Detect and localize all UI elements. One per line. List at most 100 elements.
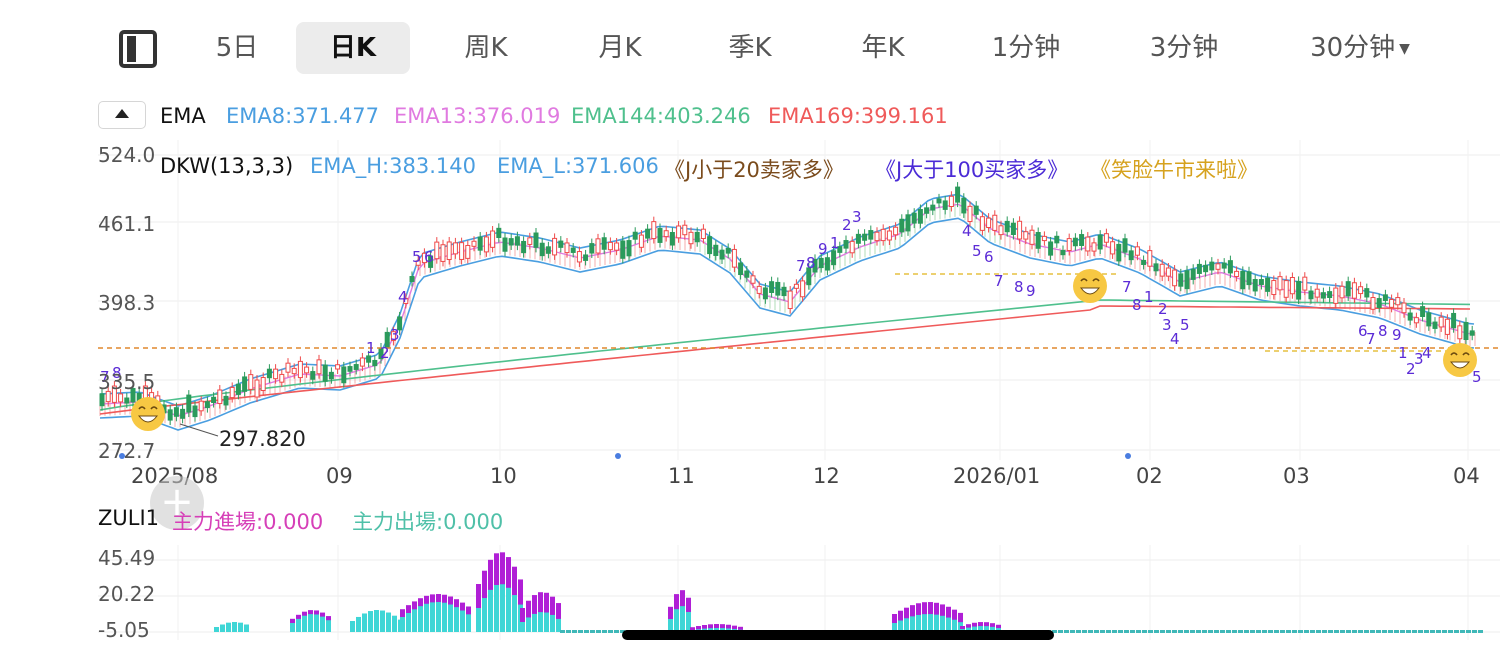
candle-body [626, 240, 632, 257]
collapse-button[interactable] [98, 101, 146, 129]
add-indicator-button[interactable]: + [150, 476, 204, 530]
tab-yearly-k[interactable]: 年K [861, 33, 905, 63]
zuli-outflow-bar [1370, 630, 1375, 633]
candle-body [1401, 302, 1407, 314]
candle-body [118, 393, 124, 403]
candle-body [738, 262, 744, 276]
candle-body [676, 225, 682, 239]
zuli-outflow-bar [584, 630, 589, 633]
candle-body [707, 236, 713, 255]
zuli-outflow-bar [412, 609, 417, 632]
candle-body [1358, 286, 1364, 295]
zuli-outflow-bar [596, 630, 601, 633]
candle-body [812, 258, 818, 273]
candle-body [1041, 235, 1047, 242]
candle-body [775, 281, 781, 296]
tab-30min-label: 30分钟 [1310, 33, 1396, 63]
ema-indicator-name[interactable]: EMA [160, 104, 206, 128]
candle-body [322, 364, 328, 382]
candle-body [1134, 246, 1140, 256]
tab-3min[interactable]: 3分钟 [1149, 33, 1219, 63]
candle-body [328, 371, 334, 380]
countdown-number: 7 [100, 368, 110, 386]
zuli-outflow-bar [1472, 630, 1477, 633]
candle-body [310, 371, 316, 380]
candle-body [521, 240, 527, 254]
candle-body [1048, 241, 1054, 256]
tab-30min-dropdown[interactable]: 30分钟 ▼ [1300, 22, 1420, 74]
zuli-outflow-bar [1094, 630, 1099, 633]
candle-body [1413, 317, 1419, 324]
tab-daily-k[interactable]: 日K [296, 22, 410, 74]
zuli-outflow-bar [1298, 630, 1303, 633]
candle-body [1116, 243, 1122, 262]
zuli-outflow-bar [910, 616, 915, 632]
candle-body [316, 359, 322, 375]
candle-body [1023, 231, 1029, 240]
countdown-number: 3 [390, 326, 400, 344]
home-indicator [622, 630, 1054, 640]
tab-1min[interactable]: 1分钟 [991, 33, 1061, 63]
candle-body [1004, 220, 1010, 233]
countdown-number: 8 [1014, 278, 1024, 296]
candle-body [607, 241, 613, 251]
zuli-outflow-bar [1262, 630, 1267, 633]
x-tick-label: 04 [1453, 464, 1480, 488]
candle-body [1060, 249, 1066, 256]
candle-body [1320, 292, 1326, 299]
candle-body [1097, 234, 1103, 250]
candle-body [490, 230, 496, 248]
candle-body [285, 362, 291, 373]
zuli-outflow-bar [966, 627, 971, 632]
candle-body [235, 383, 241, 395]
tab-5day[interactable]: 5日 [215, 33, 259, 63]
zuli-outflow-bar [494, 584, 499, 632]
countdown-number: 1 [366, 339, 376, 357]
candle-body [1457, 325, 1463, 340]
candle-body [1147, 250, 1153, 267]
ema169-line [99, 305, 1471, 415]
zuli-outflow-bar [1112, 630, 1117, 633]
tab-weekly-k[interactable]: 周K [464, 33, 508, 63]
zuli-outflow-bar [1166, 630, 1171, 633]
candle-body [818, 257, 824, 269]
zuli-outflow-bar [1274, 630, 1279, 633]
candle-body [1153, 263, 1159, 272]
candle-body [242, 376, 248, 392]
zuli-outflow-bar [1214, 630, 1219, 633]
candle-body [911, 212, 917, 224]
zuli-outflow-bar [362, 613, 367, 632]
candle-body [1451, 312, 1457, 329]
zuli-inflow-bar [702, 625, 707, 632]
dkw-indicator-name[interactable]: DKW(13,3,3) [160, 154, 294, 178]
zuli-outflow-bar [1448, 630, 1453, 633]
smile-face-icon [1449, 361, 1471, 369]
candle-body [359, 357, 365, 367]
candle-body [514, 236, 520, 246]
zuli-outflow-bar [520, 622, 525, 632]
zuli-outflow-bar [1136, 630, 1141, 633]
candle-body [211, 396, 217, 404]
zuli-outflow-bar [1388, 630, 1393, 633]
zuli-outflow-bar [1076, 630, 1081, 633]
candle-body [111, 385, 117, 403]
candle-body [186, 394, 192, 413]
candle-body [620, 240, 626, 259]
layout-panel-icon[interactable] [119, 30, 157, 68]
tab-monthly-k[interactable]: 月K [598, 33, 642, 63]
countdown-number: 3 [852, 208, 862, 226]
tab-quarterly-k[interactable]: 季K [728, 33, 772, 63]
countdown-number: 9 [1392, 326, 1402, 344]
zuli-outflow-bar [1172, 630, 1177, 633]
zuli-outflow-bar [1322, 630, 1327, 633]
axis-dot [119, 453, 125, 459]
countdown-number: 6 [1358, 322, 1368, 340]
zuli-inflow-bar [726, 624, 731, 632]
ema-h-value: EMA_H:383.140 [310, 154, 476, 178]
zuli-outflow-bar [686, 611, 691, 632]
ema144-value: EMA144:403.246 [571, 104, 751, 128]
candle-body [694, 231, 700, 243]
zuli-indicator-name[interactable]: ZULI1 [98, 506, 160, 530]
zuli-outflow-bar [314, 614, 319, 632]
